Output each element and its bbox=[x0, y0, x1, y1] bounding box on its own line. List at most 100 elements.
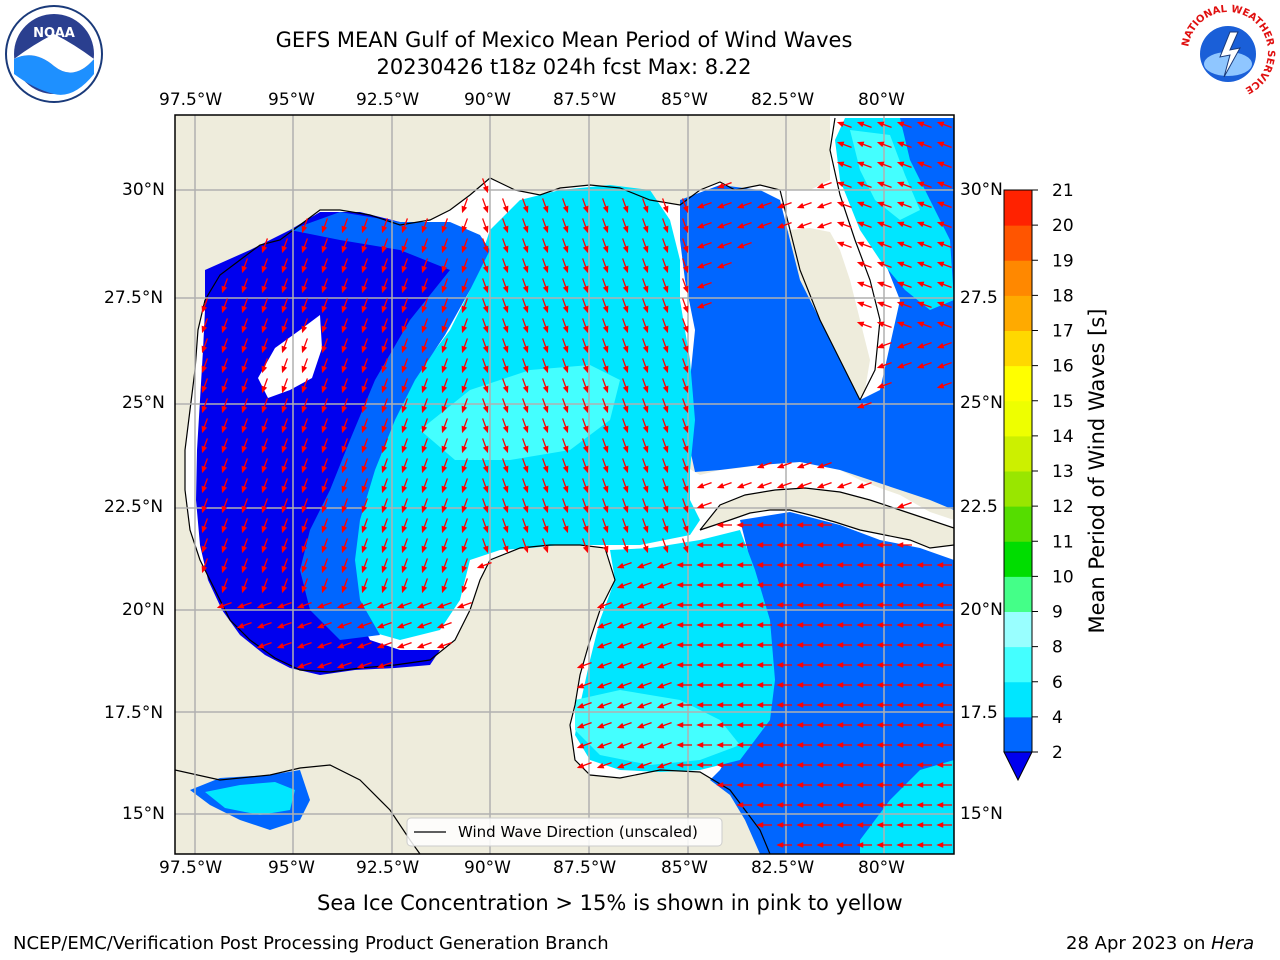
wave-direction-arrowhead bbox=[441, 285, 448, 294]
wave-direction-arrowhead bbox=[876, 362, 885, 369]
wave-direction-arrowhead bbox=[716, 702, 724, 708]
wave-direction-arrowhead bbox=[616, 702, 625, 709]
wave-direction-arrowhead bbox=[482, 525, 489, 534]
wave-direction-arrowhead bbox=[916, 662, 924, 668]
colorbar-segment bbox=[1004, 611, 1032, 648]
wave-direction-arrowhead bbox=[936, 221, 945, 228]
wave-direction-arrowhead bbox=[856, 241, 865, 248]
wave-direction-arrowhead bbox=[916, 722, 924, 728]
wave-direction-arrowhead bbox=[796, 742, 804, 748]
wave-direction-arrowhead bbox=[856, 702, 864, 708]
wave-direction-arrowhead bbox=[642, 465, 649, 474]
wave-direction-arrowhead bbox=[381, 565, 388, 574]
colorbar-segment bbox=[1004, 576, 1032, 612]
wave-direction-arrowhead bbox=[876, 782, 884, 788]
wave-direction-arrowhead bbox=[582, 305, 589, 314]
wave-direction-arrowhead bbox=[421, 505, 428, 514]
wave-direction-arrowhead bbox=[776, 782, 784, 788]
wave-direction-arrowhead bbox=[562, 345, 569, 354]
wave-direction-arrowhead bbox=[602, 545, 609, 554]
wave-direction-arrowhead bbox=[522, 385, 529, 394]
wave-direction-arrowhead bbox=[682, 405, 689, 414]
noaa-logo-text: NOAA bbox=[33, 26, 75, 41]
wave-direction-arrowhead bbox=[682, 225, 689, 234]
wave-direction-arrowhead bbox=[502, 405, 509, 414]
wave-direction-arrowhead bbox=[776, 682, 784, 688]
wave-direction-arrowhead bbox=[796, 562, 804, 568]
wave-direction-arrowhead bbox=[776, 542, 784, 548]
wave-direction-arrowhead bbox=[622, 365, 629, 374]
wave-direction-arrowhead bbox=[602, 505, 609, 514]
lat-tick-right: 25°N bbox=[960, 393, 1003, 413]
wave-direction-arrowhead bbox=[401, 505, 408, 514]
wave-direction-arrowhead bbox=[622, 405, 629, 414]
colorbar-ticks: 2 4 6 8 9 10 11 12 13 14 15 16 17 18 19 20 21 bbox=[1032, 181, 1074, 763]
wave-direction-arrowhead bbox=[756, 802, 764, 808]
wave-direction-arrowhead bbox=[816, 222, 825, 229]
wave-direction-arrowhead bbox=[301, 305, 308, 314]
wave-direction-arrowhead bbox=[221, 565, 228, 574]
wave-direction-arrowhead bbox=[301, 485, 308, 494]
wave-direction-arrowhead bbox=[381, 585, 388, 594]
field-central-light bbox=[420, 365, 620, 460]
nws-logo: NATIONAL WEATHER SERVICE bbox=[1180, 4, 1276, 100]
wave-direction-arrowhead bbox=[776, 762, 784, 768]
wave-direction-arrowhead bbox=[676, 682, 684, 688]
wave-direction-arrowhead bbox=[381, 305, 388, 314]
wave-direction-arrowhead bbox=[856, 482, 865, 489]
wave-direction-arrowhead bbox=[796, 522, 804, 528]
wave-direction-arrowhead bbox=[281, 365, 288, 374]
wave-direction-arrowhead bbox=[736, 782, 744, 788]
wave-direction-arrowhead bbox=[876, 662, 884, 668]
colorbar-tick-label: 11 bbox=[1052, 532, 1074, 552]
wave-direction-arrowhead bbox=[576, 762, 585, 769]
wave-direction-arrowhead bbox=[602, 385, 609, 394]
wave-direction-arrowhead bbox=[396, 622, 405, 629]
colorbar-segment bbox=[1004, 506, 1032, 542]
wave-direction-arrowhead bbox=[916, 362, 925, 369]
wave-direction-arrowhead bbox=[776, 742, 784, 748]
colorbar-segment bbox=[1004, 400, 1032, 437]
wave-direction-arrowhead bbox=[261, 525, 268, 534]
wave-direction-arrowhead bbox=[421, 565, 428, 574]
wave-direction-arrowhead bbox=[316, 602, 325, 609]
wave-direction-arrowhead bbox=[662, 285, 669, 294]
wave-direction-arrowhead bbox=[261, 465, 268, 474]
wave-direction-arrowhead bbox=[522, 525, 529, 534]
wave-direction-arrowhead bbox=[936, 602, 944, 608]
wave-direction-arrowhead bbox=[636, 742, 645, 749]
wave-direction-arrowhead bbox=[682, 245, 689, 254]
wave-direction-arrowhead bbox=[682, 545, 689, 554]
field-pacific-cyan bbox=[205, 782, 295, 815]
wave-direction-arrowhead bbox=[856, 221, 865, 228]
land-cuba bbox=[700, 488, 954, 548]
wave-direction-arrowhead bbox=[341, 345, 348, 354]
wave-direction-arrowhead bbox=[261, 325, 268, 334]
wave-direction-arrowhead bbox=[361, 385, 368, 394]
wave-direction-arrowhead bbox=[301, 425, 308, 434]
wave-direction-arrowhead bbox=[502, 425, 509, 434]
wave-direction-arrowhead bbox=[676, 762, 684, 768]
wave-direction-arrowhead bbox=[236, 602, 245, 609]
wave-direction-arrowhead bbox=[716, 562, 724, 568]
wave-direction-arrowhead bbox=[542, 425, 549, 434]
wave-direction-arrowhead bbox=[321, 445, 328, 454]
wave-direction-arrowhead bbox=[876, 742, 884, 748]
wave-direction-arrowhead bbox=[441, 305, 448, 314]
wave-direction-arrowhead bbox=[502, 445, 509, 454]
wave-direction-arrowhead bbox=[522, 245, 529, 254]
lon-tick-bottom: 82.5°W bbox=[751, 858, 815, 878]
wave-direction-arrowhead bbox=[341, 285, 348, 294]
wave-direction-arrowhead bbox=[221, 585, 228, 594]
wave-direction-arrowhead bbox=[361, 225, 368, 234]
wave-direction-arrowhead bbox=[696, 242, 705, 249]
wave-direction-arrowhead bbox=[796, 542, 804, 548]
wave-direction-arrowhead bbox=[916, 261, 925, 268]
wave-direction-arrowhead bbox=[776, 662, 784, 668]
wave-direction-arrowhead bbox=[616, 662, 625, 669]
wave-direction-arrowhead bbox=[796, 682, 804, 688]
wave-direction-arrowhead bbox=[696, 682, 704, 688]
wave-direction-arrowhead bbox=[502, 265, 509, 274]
wave-direction-arrowhead bbox=[676, 722, 684, 728]
